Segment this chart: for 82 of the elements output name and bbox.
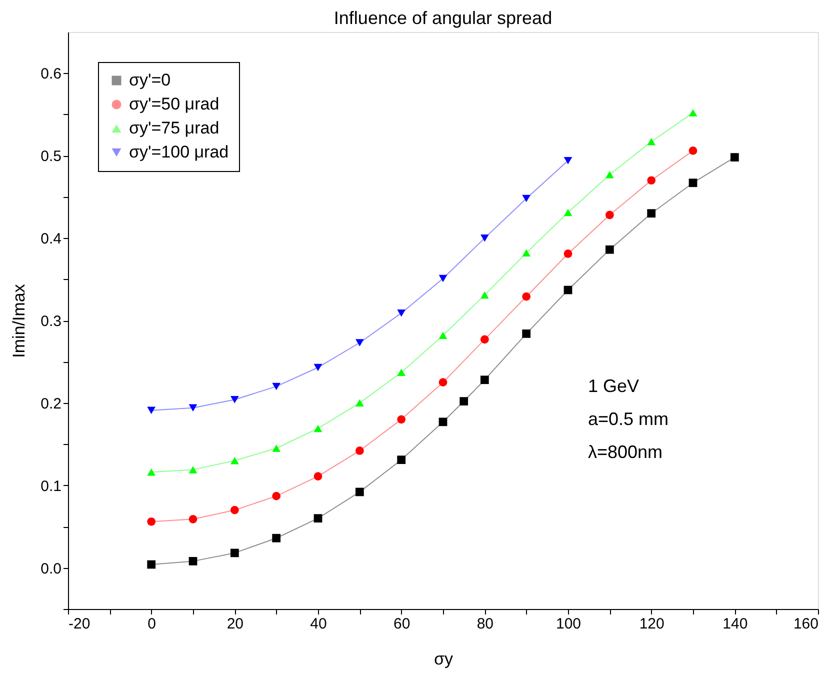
y-tick-label: 0.1	[40, 478, 62, 495]
point	[230, 396, 239, 404]
point	[355, 446, 364, 455]
point	[355, 399, 364, 407]
point	[438, 418, 448, 426]
point	[147, 406, 156, 414]
x-tick-label: 120	[639, 616, 664, 632]
point	[522, 194, 531, 202]
point	[438, 332, 448, 339]
legend-label: σy'=0	[129, 70, 171, 90]
point	[188, 514, 198, 524]
point	[147, 468, 156, 476]
point	[230, 506, 239, 514]
point	[522, 249, 531, 257]
y-axis-title: Imin/Imax	[10, 284, 29, 358]
y-tick-label: 0.3	[40, 313, 62, 330]
point	[314, 472, 322, 480]
x-tick-label: 0	[148, 616, 156, 632]
x-tick-label: 40	[310, 616, 327, 632]
point	[460, 397, 468, 406]
y-tick-label: 0.2	[40, 395, 62, 412]
chart-title: Influence of angular spread	[334, 8, 552, 28]
point	[688, 146, 698, 155]
point	[564, 156, 572, 164]
point	[230, 457, 239, 464]
point	[272, 444, 281, 452]
x-axis-title: σy	[434, 650, 454, 668]
point	[188, 557, 198, 566]
point	[480, 335, 489, 344]
point	[147, 517, 156, 526]
point	[355, 339, 364, 346]
legend-label: σy'=100 μrad	[129, 142, 229, 162]
point	[605, 170, 614, 178]
point	[147, 560, 156, 569]
point	[272, 534, 281, 542]
point	[605, 245, 614, 254]
point	[564, 208, 572, 216]
point	[480, 291, 489, 299]
point	[355, 488, 364, 496]
point	[730, 153, 739, 162]
y-tick-label: 0.5	[40, 148, 62, 166]
x-tick-label: 160	[793, 616, 818, 632]
point	[188, 466, 198, 474]
x-tick-label: 20	[226, 616, 244, 632]
point	[314, 364, 322, 372]
point	[647, 176, 656, 185]
point	[522, 330, 531, 338]
point	[314, 424, 322, 432]
point	[188, 404, 198, 412]
x-tick-label: 80	[476, 616, 494, 632]
point	[230, 548, 239, 558]
point	[397, 309, 406, 317]
legend-label: σy'=50 μrad	[129, 94, 220, 114]
legend-label: σy'=75 μrad	[129, 118, 220, 138]
point	[438, 378, 448, 386]
point	[688, 109, 698, 116]
y-tick-label: 0.6	[40, 66, 62, 83]
point	[522, 292, 531, 301]
annotation: a=0.5 mm	[588, 409, 669, 429]
annotation: 1 GeV	[588, 376, 640, 396]
point	[647, 209, 656, 218]
x-tick-label: -20	[68, 616, 90, 632]
x-tick-label: 60	[393, 616, 410, 632]
point	[272, 382, 281, 390]
point	[397, 456, 406, 464]
y-tick-label: 0.0	[40, 560, 62, 578]
point	[564, 286, 572, 294]
point	[605, 210, 614, 220]
x-tick-label: 140	[722, 616, 748, 632]
x-tick-label: 100	[556, 616, 582, 632]
point	[480, 376, 489, 384]
point	[438, 274, 448, 282]
point	[480, 234, 489, 242]
point	[397, 368, 406, 376]
y-tick-label: 0.4	[40, 230, 62, 248]
point	[272, 492, 281, 500]
point	[564, 250, 572, 258]
point	[397, 415, 406, 424]
point	[314, 514, 322, 523]
point	[647, 138, 656, 146]
point	[688, 178, 698, 188]
annotation: λ=800nm	[588, 442, 663, 462]
